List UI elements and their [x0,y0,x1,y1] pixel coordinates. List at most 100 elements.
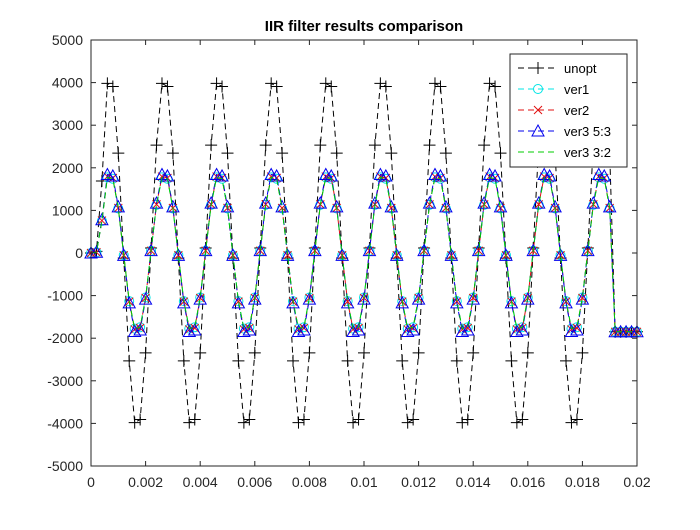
series-ver3-5-3-point [324,168,339,182]
series-ver3-5-3-point [204,196,218,209]
y-tick-label: -3000 [47,373,83,389]
y-tick-label: 5000 [52,32,83,48]
series-ver3-5-3-point [570,322,584,336]
x-tick-label: 0.02 [623,474,650,490]
legend-item-ver1: ver1 [518,82,589,97]
series-ver3-5-3-point [357,292,371,305]
series-unopt-point [161,80,174,93]
series-ver3-5-3-point [346,324,360,337]
series-unopt-point [287,354,300,367]
series-ver3-5-3-point [499,248,513,261]
y-tick-label: -2000 [47,330,83,346]
series-ver3-5-3-point [297,322,311,336]
series-ver3-5-3-point [597,168,612,182]
series-ver3-5-3-point [253,243,268,257]
series-unopt-point [134,413,147,426]
series-ver3-5-3-point [553,248,568,261]
series-ver3-5-3-point [351,322,366,336]
series-ver3-5-3-point [455,324,470,337]
series-ver3-5-3-point [105,168,120,182]
series-unopt-point [396,354,409,367]
series-ver3-5-3-point [187,322,202,336]
series-unopt-point [358,346,370,359]
series-ver3-5-3-point [220,199,235,213]
series-unopt-point [347,416,360,429]
series-unopt-point [276,147,289,160]
series-unopt-point [467,346,480,359]
series-unopt-point [259,139,272,152]
series-unopt-point [150,139,163,152]
legend-item-ver3-5-3-point [531,123,545,137]
series-unopt-point [423,139,436,152]
axes-layer: 0 0.002 0.004 0.006 0.008 0.01 0.012 0.014 0.016… [47,32,651,490]
series-unopt-point [412,346,425,359]
series-unopt-point [319,77,332,90]
series-unopt-point [576,346,589,359]
x-tick-label: 0.016 [510,474,545,490]
y-tick-label: 2000 [52,160,83,176]
series-ver3-5-3-point [247,292,262,305]
x-tick-label: 0 [87,474,95,490]
series-unopt-point [210,77,223,90]
series-ver3-5-3-point [504,295,519,309]
series-unopt-point [232,354,245,367]
series-ver3-5-3-line [90,173,637,333]
series-ver3-5-3-point [335,248,350,261]
series-unopt-point [177,354,190,367]
series-ver3-5-3-point [581,243,595,257]
series-unopt-point [456,416,469,429]
x-tick-label: 0.012 [401,474,436,490]
series-unopt-point [106,80,119,93]
series-ver3-5-3-point [89,245,104,258]
series-unopt-point [194,346,207,359]
series-ver3-5-3-point [400,324,415,337]
series-ver3-5-3-point [395,295,410,309]
y-tick-label: -1000 [47,288,83,304]
series-ver3-5-3-point [520,292,535,305]
series-ver3-5-3-point [515,322,530,336]
series-ver1-point [446,250,457,261]
series-unopt-point [155,77,168,90]
series-unopt-point [483,77,496,90]
series-unopt-point [297,413,310,426]
series-ver1-point [227,250,238,261]
series-unopt-point [292,416,305,429]
series-ver3-5-3-point [171,248,186,261]
legend-item-ver3-5-3: ver3 5:3 [518,123,611,139]
series-unopt-point [516,413,529,426]
x-tick-label: 0.006 [237,474,272,490]
series-ver3-5-3-point [586,196,601,209]
series-unopt-point [461,413,474,426]
series-unopt-point [112,147,125,160]
series-unopt-point [243,413,256,426]
chart-title: IIR filter results comparison [265,18,463,35]
series-unopt-point [183,416,196,429]
series-ver3-5-3-point [302,292,317,305]
legend-item-ver1-point [533,84,543,94]
x-tick-label: 0.018 [565,474,600,490]
x-tick-label: 0.008 [292,474,327,490]
series-ver3-5-3-point [95,212,109,226]
series-ver3-5-3-point [176,295,191,309]
legend-item-unopt-label: unopt [564,61,597,76]
series-unopt-point [303,346,316,359]
series-ver2-point [343,297,352,306]
legend-item-ver2: ver2 [518,103,589,118]
series-ver1-point [500,250,511,261]
series-unopt-point [439,147,452,160]
series-unopt-point [374,77,387,90]
series-ver3-5-3-point [122,295,137,309]
series-ver3-5-3-point [411,292,426,305]
series-unopt-point [221,147,234,160]
series-unopt-point [216,80,229,93]
series-ver3-5-3-point [133,322,147,336]
series-ver2-point [234,297,243,306]
y-tick-label: 3000 [52,117,83,133]
series-ver2-point [567,325,576,334]
series-ver3-5-3-point [138,292,153,305]
y-tick-label: 0 [75,245,83,261]
series-unopt-point [478,139,491,152]
series-unopt-point [314,139,327,152]
series-unopt-point [368,139,381,152]
series-ver3-5-3-point [526,243,541,257]
